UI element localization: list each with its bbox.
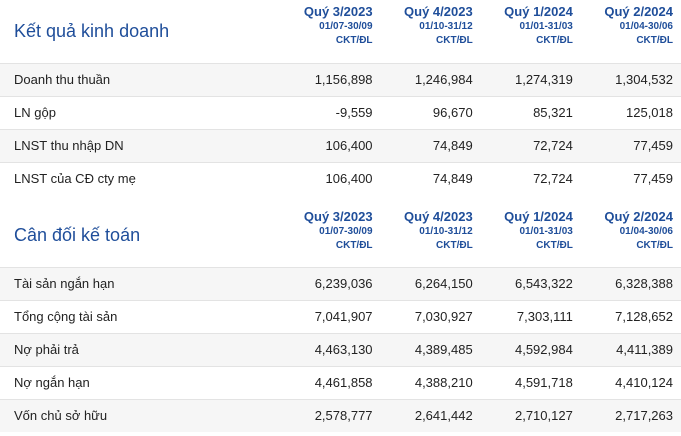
cell-value: 6,543,322 (514, 276, 573, 291)
date-range: 01/04-30/06 (619, 21, 673, 32)
cell-value: 6,239,036 (314, 276, 373, 291)
audit-note: CKT/ĐL (335, 35, 373, 46)
cell-value: 96,670 (432, 105, 473, 120)
cell-value: 74,849 (432, 138, 473, 153)
cell-value: 72,724 (533, 138, 573, 153)
cell-value: 7,128,652 (615, 309, 673, 324)
quarter-label: Quý 4/2023 (404, 209, 473, 224)
cell-value: 106,400 (325, 138, 373, 153)
quarter-label: Quý 1/2024 (504, 209, 573, 224)
income-header-row: Kết quả kinh doanh Quý 3/2023 01/07-30/0… (0, 0, 681, 63)
balance-col-header[interactable]: Quý 4/2023 01/10-31/12 CKT/ĐL (381, 195, 481, 267)
audit-note: CKT/ĐL (636, 35, 673, 46)
row-label[interactable]: LNST thu nhập DN (14, 138, 124, 153)
income-statement-table: Kết quả kinh doanh Quý 3/2023 01/07-30/0… (0, 0, 681, 195)
table-row: Tài sản ngắn hạn 6,239,036 6,264,150 6,5… (0, 267, 681, 300)
table-row: Doanh thu thuần 1,156,898 1,246,984 1,27… (0, 63, 681, 96)
cell-value: 7,030,927 (414, 309, 473, 324)
cell-value: 2,710,127 (514, 408, 573, 424)
balance-col-header[interactable]: Quý 3/2023 01/07-30/09 CKT/ĐL (280, 195, 380, 267)
audit-note: CKT/ĐL (436, 240, 473, 251)
audit-note: CKT/ĐL (636, 240, 673, 251)
audit-note: CKT/ĐL (436, 35, 473, 46)
cell-value: 106,400 (325, 171, 373, 187)
income-col-header[interactable]: Quý 1/2024 01/01-31/03 CKT/ĐL (481, 0, 581, 63)
date-range: 01/04-30/06 (619, 226, 673, 237)
table-row: LN gộp -9,559 96,670 85,321 125,018 (0, 96, 681, 129)
row-label[interactable]: LN gộp (14, 105, 56, 120)
balance-header-row: Cân đối kế toán Quý 3/2023 01/07-30/09 C… (0, 195, 681, 267)
cell-value: 1,304,532 (615, 72, 673, 87)
quarter-label: Quý 1/2024 (504, 4, 573, 19)
row-label[interactable]: LNST của CĐ cty mẹ (14, 171, 136, 187)
cell-value: 2,578,777 (314, 408, 373, 424)
date-range: 01/10-31/12 (419, 21, 473, 32)
balance-sheet-section: Cân đối kế toán Quý 3/2023 01/07-30/09 C… (0, 195, 681, 432)
cell-value: 4,461,858 (314, 375, 373, 390)
cell-value: 4,411,389 (616, 342, 673, 357)
table-row: Vốn chủ sở hữu 2,578,777 2,641,442 2,710… (0, 399, 681, 432)
row-label[interactable]: Nợ ngắn hạn (14, 375, 90, 390)
cell-value: 4,388,210 (414, 375, 473, 390)
quarter-label: Quý 3/2023 (303, 209, 373, 224)
audit-note: CKT/ĐL (335, 240, 373, 251)
table-row: Tổng cộng tài sản 7,041,907 7,030,927 7,… (0, 300, 681, 333)
row-label[interactable]: Doanh thu thuần (14, 72, 111, 87)
quarter-label: Quý 3/2023 (303, 4, 373, 19)
cell-value: 85,321 (533, 105, 573, 120)
cell-value: 1,274,319 (514, 72, 573, 87)
cell-value: 2,641,442 (414, 408, 473, 424)
cell-value: 2,717,263 (615, 408, 673, 424)
balance-sheet-table: Cân đối kế toán Quý 3/2023 01/07-30/09 C… (0, 195, 681, 432)
date-range: 01/10-31/12 (419, 226, 473, 237)
date-range: 01/01-31/03 (519, 226, 573, 237)
date-range: 01/01-31/03 (519, 21, 573, 32)
income-col-header[interactable]: Quý 2/2024 01/04-30/06 CKT/ĐL (581, 0, 681, 63)
balance-col-header[interactable]: Quý 2/2024 01/04-30/06 CKT/ĐL (581, 195, 681, 267)
cell-value: 77,459 (633, 171, 673, 187)
income-col-header[interactable]: Quý 3/2023 01/07-30/09 CKT/ĐL (280, 0, 380, 63)
cell-value: 72,724 (533, 171, 573, 187)
table-row: LNST của CĐ cty mẹ 106,400 74,849 72,724… (0, 162, 681, 195)
quarter-label: Quý 4/2023 (404, 4, 473, 19)
row-label[interactable]: Tài sản ngắn hạn (14, 276, 115, 291)
income-statement-section: Kết quả kinh doanh Quý 3/2023 01/07-30/0… (0, 0, 681, 195)
row-label[interactable]: Tổng cộng tài sản (14, 309, 118, 324)
balance-section-title: Cân đối kế toán (14, 225, 141, 246)
income-col-header[interactable]: Quý 4/2023 01/10-31/12 CKT/ĐL (381, 0, 481, 63)
cell-value: 1,246,984 (414, 72, 473, 87)
cell-value: 4,410,124 (615, 375, 673, 390)
cell-value: 7,303,111 (516, 309, 573, 324)
cell-value: 6,328,388 (615, 276, 673, 291)
table-row: LNST thu nhập DN 106,400 74,849 72,724 7… (0, 129, 681, 162)
cell-value: -9,559 (335, 105, 373, 120)
row-label[interactable]: Nợ phải trả (14, 342, 79, 357)
cell-value: 7,041,907 (314, 309, 373, 324)
quarter-label: Quý 2/2024 (604, 4, 673, 19)
date-range: 01/07-30/09 (319, 21, 373, 32)
table-row: Nợ ngắn hạn 4,461,858 4,388,210 4,591,71… (0, 366, 681, 399)
table-row: Nợ phải trả 4,463,130 4,389,485 4,592,98… (0, 333, 681, 366)
audit-note: CKT/ĐL (536, 35, 573, 46)
cell-value: 4,592,984 (514, 342, 573, 357)
cell-value: 4,591,718 (514, 375, 573, 390)
audit-note: CKT/ĐL (536, 240, 573, 251)
date-range: 01/07-30/09 (319, 226, 373, 237)
income-section-title: Kết quả kinh doanh (14, 20, 170, 41)
cell-value: 125,018 (626, 105, 673, 120)
row-label[interactable]: Vốn chủ sở hữu (14, 408, 108, 424)
balance-col-header[interactable]: Quý 1/2024 01/01-31/03 CKT/ĐL (481, 195, 581, 267)
cell-value: 74,849 (432, 171, 473, 187)
cell-value: 4,463,130 (314, 342, 373, 357)
cell-value: 4,389,485 (414, 342, 473, 357)
quarter-label: Quý 2/2024 (604, 209, 673, 224)
cell-value: 1,156,898 (314, 72, 373, 87)
cell-value: 77,459 (633, 138, 673, 153)
cell-value: 6,264,150 (414, 276, 473, 291)
